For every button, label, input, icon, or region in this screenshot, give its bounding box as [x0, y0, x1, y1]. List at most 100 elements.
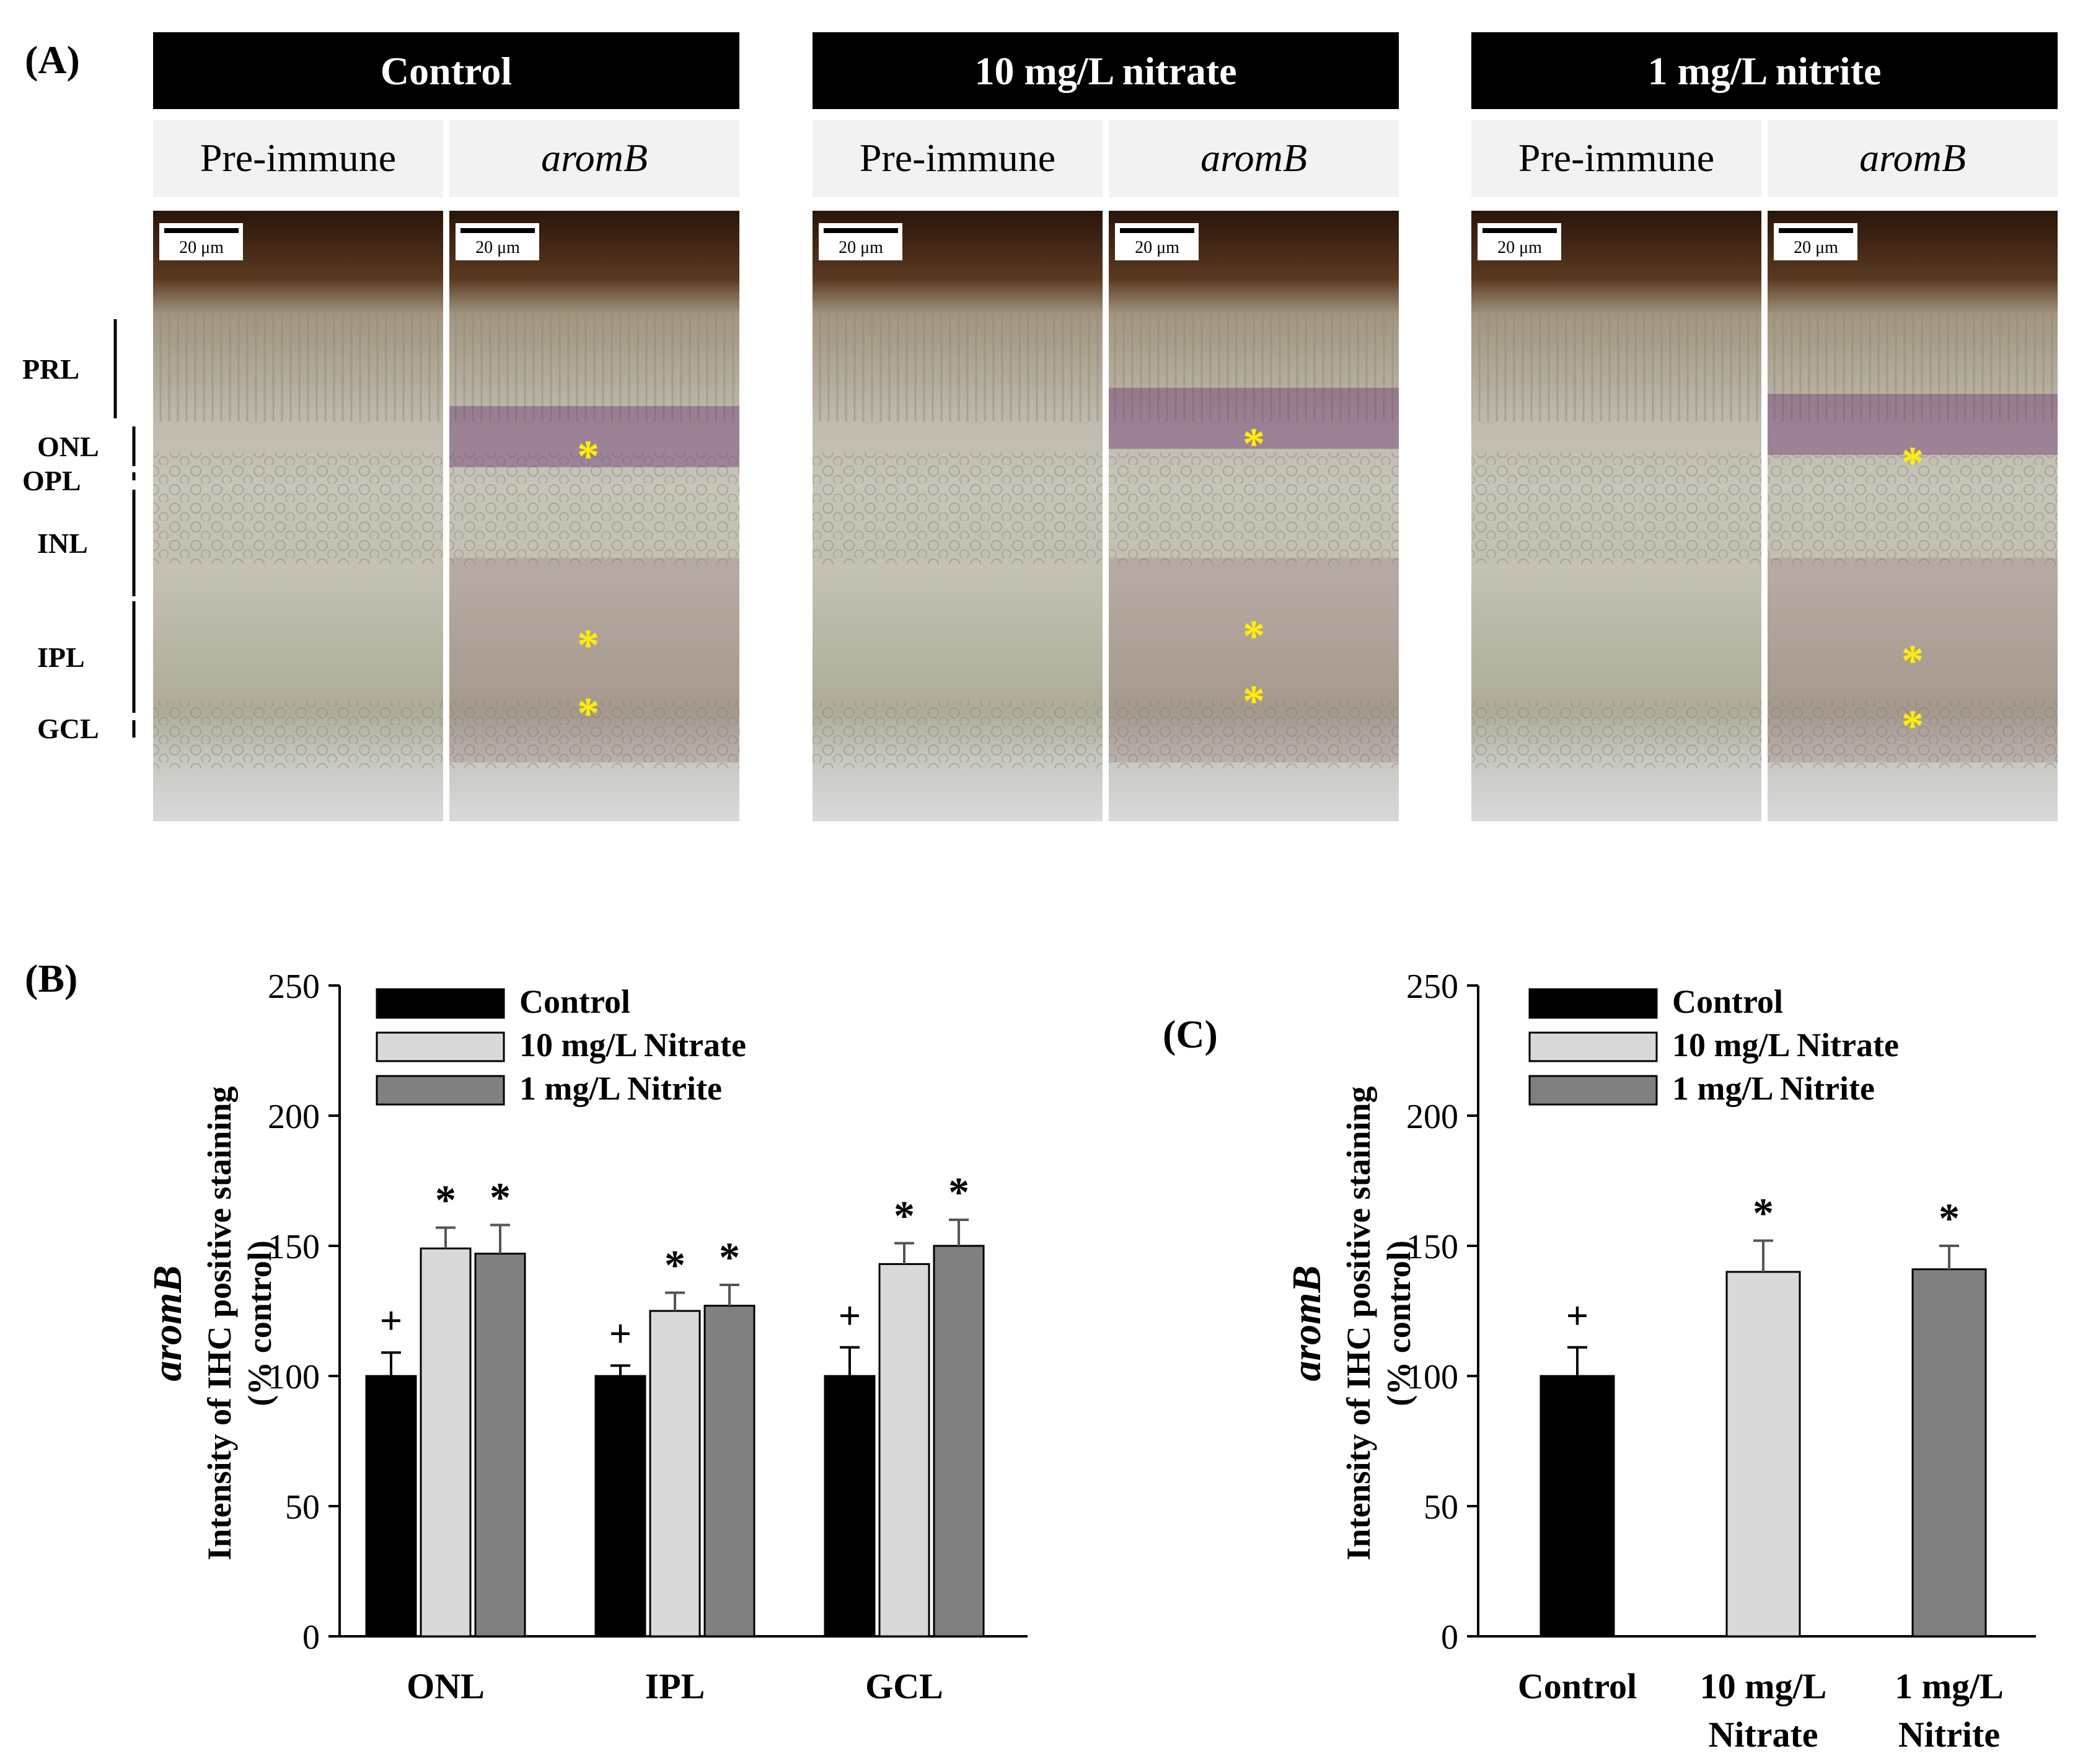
legend-swatch — [376, 1031, 505, 1062]
y-tick-label: 100 — [1406, 1358, 1458, 1396]
x-tick-label: Nitrate — [1708, 1714, 1818, 1755]
x-tick-label: IPL — [645, 1666, 705, 1706]
scale-bar: 20 μm — [1115, 223, 1199, 260]
x-tick-label: 10 mg/L — [1700, 1666, 1827, 1706]
legend-label: 1 mg/L Nitrite — [1672, 1070, 1875, 1107]
layer-label-onl: ONL — [37, 431, 99, 462]
bar — [878, 1263, 930, 1638]
pre-immune-micrograph — [153, 211, 443, 821]
bar — [365, 1375, 417, 1638]
group-header — [1471, 32, 2058, 109]
column-header-bg — [1471, 120, 1761, 197]
y-tick-label: 250 — [1406, 968, 1458, 1006]
onl-stain-band — [449, 406, 739, 467]
aromb-micrograph: * * * — [1109, 211, 1399, 821]
aromb-micrograph: * * * — [1768, 211, 2058, 821]
scale-bar-label: 20 μm — [1135, 238, 1179, 257]
panel-c-chart: (C) 0 50 100 150 200 250 aromB Intensity of IHC … — [1163, 968, 2036, 1755]
pre-immune-micrograph — [813, 211, 1103, 821]
significance-mark: * — [948, 1168, 969, 1215]
scale-bar-label: 20 μm — [475, 238, 520, 257]
y-axis-label: (% control) — [1380, 1240, 1417, 1406]
bar — [649, 1310, 701, 1638]
bar — [933, 1245, 985, 1638]
significance-mark: * — [490, 1173, 511, 1220]
panel-a-label: (A) — [25, 38, 80, 82]
aromb-label: aromB — [541, 136, 648, 180]
layer-label-opl: OPL — [22, 465, 81, 496]
legend-label: 1 mg/L Nitrite — [519, 1070, 722, 1107]
stain-asterisk: * — [1243, 419, 1265, 469]
y-axis-label: Intensity of IHC positive staining — [201, 1086, 238, 1560]
y-tick-label: 250 — [268, 968, 320, 1006]
scale-bar: 20 μm — [1478, 223, 1561, 260]
ipl-stain-band — [1109, 558, 1399, 762]
panel-a-group-3: 1 mg/L nitrite Pre-immune 20 μm aromB * * * 20 … — [1471, 32, 2058, 821]
bar — [1911, 1268, 1987, 1638]
legend-swatch — [1528, 1075, 1658, 1106]
legend-label: Control — [1672, 983, 1783, 1020]
panel-a-group-2: 10 mg/L nitrate Pre-immune 20 μm aromB * * * 20… — [813, 32, 1399, 821]
bar — [594, 1375, 646, 1638]
x-tick-label: 1 mg/L — [1895, 1666, 2004, 1706]
bar — [474, 1253, 526, 1638]
legend-label: 10 mg/L Nitrate — [519, 1026, 746, 1064]
pre-immune-label: Pre-immune — [860, 136, 1055, 180]
legend-swatch — [1528, 1031, 1658, 1062]
panel-a: (A) Control Pre-immune 20 μm aromB * * * 20 μm 1… — [22, 32, 2058, 821]
panel-a-group-1: Control Pre-immune 20 μm aromB * * * 20 μm — [153, 32, 739, 821]
stain-asterisk: * — [1243, 676, 1265, 726]
legend-label: 10 mg/L Nitrate — [1672, 1026, 1899, 1064]
aromb-micrograph: * * * — [449, 211, 739, 821]
legend-swatch — [1528, 988, 1658, 1019]
significance-mark: * — [894, 1192, 915, 1239]
pre-immune-micrograph — [1471, 211, 1761, 821]
bar — [1725, 1271, 1801, 1638]
significance-mark: + — [839, 1294, 861, 1338]
stain-asterisk: * — [577, 431, 599, 481]
stain-asterisk: * — [1901, 438, 1924, 487]
column-header-bg — [813, 120, 1103, 197]
scale-bar: 20 μm — [456, 223, 539, 260]
scale-bar-label: 20 μm — [1497, 238, 1542, 257]
panel-b-chart: (B) 0 50 100 150 200 250 aromB Intensity of IHC … — [25, 956, 1028, 1706]
significance-mark: + — [1566, 1294, 1588, 1338]
layer-label-prl: PRL — [22, 353, 79, 385]
significance-mark: * — [664, 1241, 685, 1289]
onl-stain-band — [1109, 387, 1399, 449]
panel-label: (C) — [1163, 1012, 1218, 1056]
scale-bar-label: 20 μm — [179, 238, 224, 257]
column-header-bg — [153, 120, 443, 197]
group-title: 1 mg/L nitrite — [1648, 49, 1882, 93]
scale-bar: 20 μm — [159, 223, 243, 260]
significance-mark: * — [435, 1176, 456, 1224]
stain-asterisk: * — [577, 620, 599, 670]
y-axis-label: aromB — [1284, 1265, 1329, 1381]
y-axis-label: Intensity of IHC positive staining — [1340, 1086, 1377, 1560]
stain-asterisk: * — [1901, 636, 1924, 686]
layer-label-gcl: GCL — [37, 713, 99, 744]
column-header-bg — [449, 120, 739, 197]
scale-bar: 20 μm — [1774, 223, 1857, 260]
group-title: Control — [381, 49, 512, 93]
significance-mark: + — [609, 1312, 632, 1356]
y-tick-label: 100 — [268, 1358, 320, 1396]
bar — [420, 1247, 472, 1638]
bar — [824, 1375, 876, 1638]
onl-stain-band — [1768, 394, 2058, 455]
y-tick-label: 0 — [302, 1618, 320, 1657]
panel-label: (B) — [25, 956, 77, 1000]
legend-swatch — [376, 988, 505, 1019]
y-tick-label: 150 — [268, 1228, 320, 1266]
y-tick-label: 50 — [1424, 1488, 1458, 1527]
bar — [1540, 1375, 1615, 1638]
column-header-bg — [1109, 120, 1399, 197]
legend-label: Control — [519, 983, 630, 1020]
layer-label-inl: INL — [37, 527, 88, 559]
group-header — [813, 32, 1399, 109]
scale-bar-label: 20 μm — [1794, 238, 1838, 257]
y-tick-label: 50 — [285, 1488, 320, 1527]
